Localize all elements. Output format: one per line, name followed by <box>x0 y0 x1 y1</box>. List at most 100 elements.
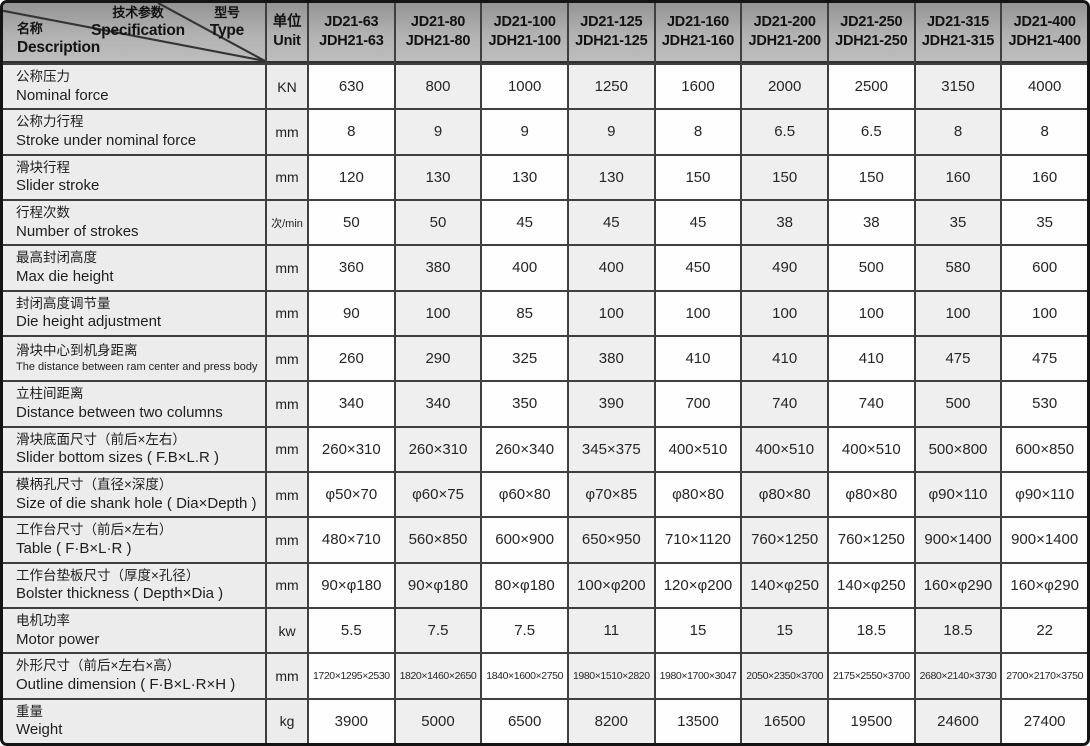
value-cell-r9-c8: φ90×110 <box>1002 472 1087 517</box>
value-cell-r4-c6: 500 <box>828 246 914 290</box>
value-cell-r11-c7: 160×φ290 <box>915 563 1001 607</box>
value-cell-r9-c5: φ80×80 <box>742 472 827 517</box>
value-cell-r4-c3: 400 <box>568 246 654 290</box>
model-header-jd21-100: JD21-100 JDH21-100 <box>482 3 567 63</box>
value-cell-r2-c0: 120 <box>309 155 394 199</box>
value-cell-r6-c1: 290 <box>395 336 481 381</box>
value-cell-r6-c2: 325 <box>482 336 567 381</box>
row-label-6: 滑块中心到机身距离 The distance between ram center… <box>3 336 265 381</box>
value-cell-r5-c2: 85 <box>482 291 567 335</box>
value-cell-r0-c6: 2500 <box>828 65 914 109</box>
row-label-11: 工作台垫板尺寸（厚度×孔径） Bolster thickness ( Depth×… <box>3 563 265 607</box>
unit-cell-7: mm <box>267 382 307 426</box>
diagonal-divider-lines <box>3 3 265 61</box>
value-cell-r11-c8: 160×φ290 <box>1002 563 1087 607</box>
value-cell-r13-c5: 2050×2350×3700 <box>742 654 827 698</box>
value-cell-r9-c0: φ50×70 <box>309 472 394 517</box>
value-cell-r8-c5: 400×510 <box>742 427 827 471</box>
value-cell-r1-c2: 9 <box>482 110 567 154</box>
value-cell-r3-c6: 38 <box>828 200 914 245</box>
model-header-jd21-315: JD21-315 JDH21-315 <box>915 3 1001 63</box>
value-cell-r8-c3: 345×375 <box>568 427 654 471</box>
value-cell-r5-c3: 100 <box>568 291 654 335</box>
unit-cell-8: mm <box>267 427 307 471</box>
value-cell-r8-c1: 260×310 <box>395 427 481 471</box>
value-cell-r2-c7: 160 <box>915 155 1001 199</box>
unit-cell-6: mm <box>267 336 307 381</box>
row-label-14: 重量 Weight <box>3 699 265 743</box>
value-cell-r7-c4: 700 <box>655 382 741 426</box>
value-cell-r0-c7: 3150 <box>915 65 1001 109</box>
value-cell-r13-c4: 1980×1700×3047 <box>655 654 741 698</box>
value-cell-r2-c5: 150 <box>742 155 827 199</box>
value-cell-r1-c7: 8 <box>915 110 1001 154</box>
value-cell-r13-c7: 2680×2140×3730 <box>915 654 1001 698</box>
unit-cell-14: kg <box>267 699 307 743</box>
value-cell-r6-c4: 410 <box>655 336 741 381</box>
unit-cell-4: mm <box>267 246 307 290</box>
value-cell-r6-c7: 475 <box>915 336 1001 381</box>
value-cell-r11-c1: 90×φ180 <box>395 563 481 607</box>
value-cell-r10-c2: 600×900 <box>482 518 567 562</box>
value-cell-r3-c5: 38 <box>742 200 827 245</box>
value-cell-r13-c0: 1720×1295×2530 <box>309 654 394 698</box>
value-cell-r13-c6: 2175×2550×3700 <box>828 654 914 698</box>
value-cell-r13-c2: 1840×1600×2750 <box>482 654 567 698</box>
value-cell-r3-c4: 45 <box>655 200 741 245</box>
row-label-7: 立柱间距离 Distance between two columns <box>3 382 265 426</box>
corner-header-cell: 技术参数 Specification 型号 Type 名称 Descriptio… <box>3 3 265 63</box>
unit-cell-1: mm <box>267 110 307 154</box>
value-cell-r5-c8: 100 <box>1002 291 1087 335</box>
value-cell-r14-c6: 19500 <box>828 699 914 743</box>
type-label-zh: 型号 <box>214 5 240 20</box>
value-cell-r1-c1: 9 <box>395 110 481 154</box>
value-cell-r0-c8: 4000 <box>1002 65 1087 109</box>
row-label-10: 工作台尺寸（前后×左右） Table ( F·B×L·R ) <box>3 518 265 562</box>
value-cell-r11-c2: 80×φ180 <box>482 563 567 607</box>
value-cell-r1-c6: 6.5 <box>828 110 914 154</box>
value-cell-r1-c4: 8 <box>655 110 741 154</box>
value-cell-r12-c4: 15 <box>655 608 741 653</box>
value-cell-r10-c5: 760×1250 <box>742 518 827 562</box>
value-cell-r7-c2: 350 <box>482 382 567 426</box>
value-cell-r10-c0: 480×710 <box>309 518 394 562</box>
value-cell-r14-c8: 27400 <box>1002 699 1087 743</box>
value-cell-r4-c5: 490 <box>742 246 827 290</box>
unit-cell-13: mm <box>267 654 307 698</box>
value-cell-r6-c8: 475 <box>1002 336 1087 381</box>
value-cell-r3-c1: 50 <box>395 200 481 245</box>
unit-cell-2: mm <box>267 155 307 199</box>
value-cell-r5-c5: 100 <box>742 291 827 335</box>
value-cell-r1-c3: 9 <box>568 110 654 154</box>
model-header-jd21-63: JD21-63 JDH21-63 <box>309 3 394 63</box>
value-cell-r8-c6: 400×510 <box>828 427 914 471</box>
value-cell-r11-c0: 90×φ180 <box>309 563 394 607</box>
value-cell-r10-c6: 760×1250 <box>828 518 914 562</box>
value-cell-r12-c6: 18.5 <box>828 608 914 653</box>
description-label-zh: 名称 <box>17 21 43 37</box>
value-cell-r2-c6: 150 <box>828 155 914 199</box>
row-label-4: 最高封闭高度 Max die height <box>3 246 265 290</box>
value-cell-r6-c3: 380 <box>568 336 654 381</box>
value-cell-r8-c8: 600×850 <box>1002 427 1087 471</box>
value-cell-r14-c7: 24600 <box>915 699 1001 743</box>
value-cell-r12-c8: 22 <box>1002 608 1087 653</box>
model-header-jd21-160: JD21-160 JDH21-160 <box>655 3 741 63</box>
row-label-5: 封闭高度调节量 Die height adjustment <box>3 291 265 335</box>
value-cell-r9-c6: φ80×80 <box>828 472 914 517</box>
value-cell-r12-c1: 7.5 <box>395 608 481 653</box>
row-label-8: 滑块底面尺寸（前后×左右） Slider bottom sizes ( F.B×L… <box>3 427 265 471</box>
unit-column-header: 单位 Unit <box>267 3 307 63</box>
spec-table-grid: 技术参数 Specification 型号 Type 名称 Descriptio… <box>3 3 1087 743</box>
value-cell-r3-c3: 45 <box>568 200 654 245</box>
value-cell-r2-c1: 130 <box>395 155 481 199</box>
value-cell-r7-c7: 500 <box>915 382 1001 426</box>
value-cell-r2-c8: 160 <box>1002 155 1087 199</box>
value-cell-r12-c7: 18.5 <box>915 608 1001 653</box>
value-cell-r3-c2: 45 <box>482 200 567 245</box>
value-cell-r7-c5: 740 <box>742 382 827 426</box>
value-cell-r3-c0: 50 <box>309 200 394 245</box>
value-cell-r8-c7: 500×800 <box>915 427 1001 471</box>
value-cell-r5-c4: 100 <box>655 291 741 335</box>
